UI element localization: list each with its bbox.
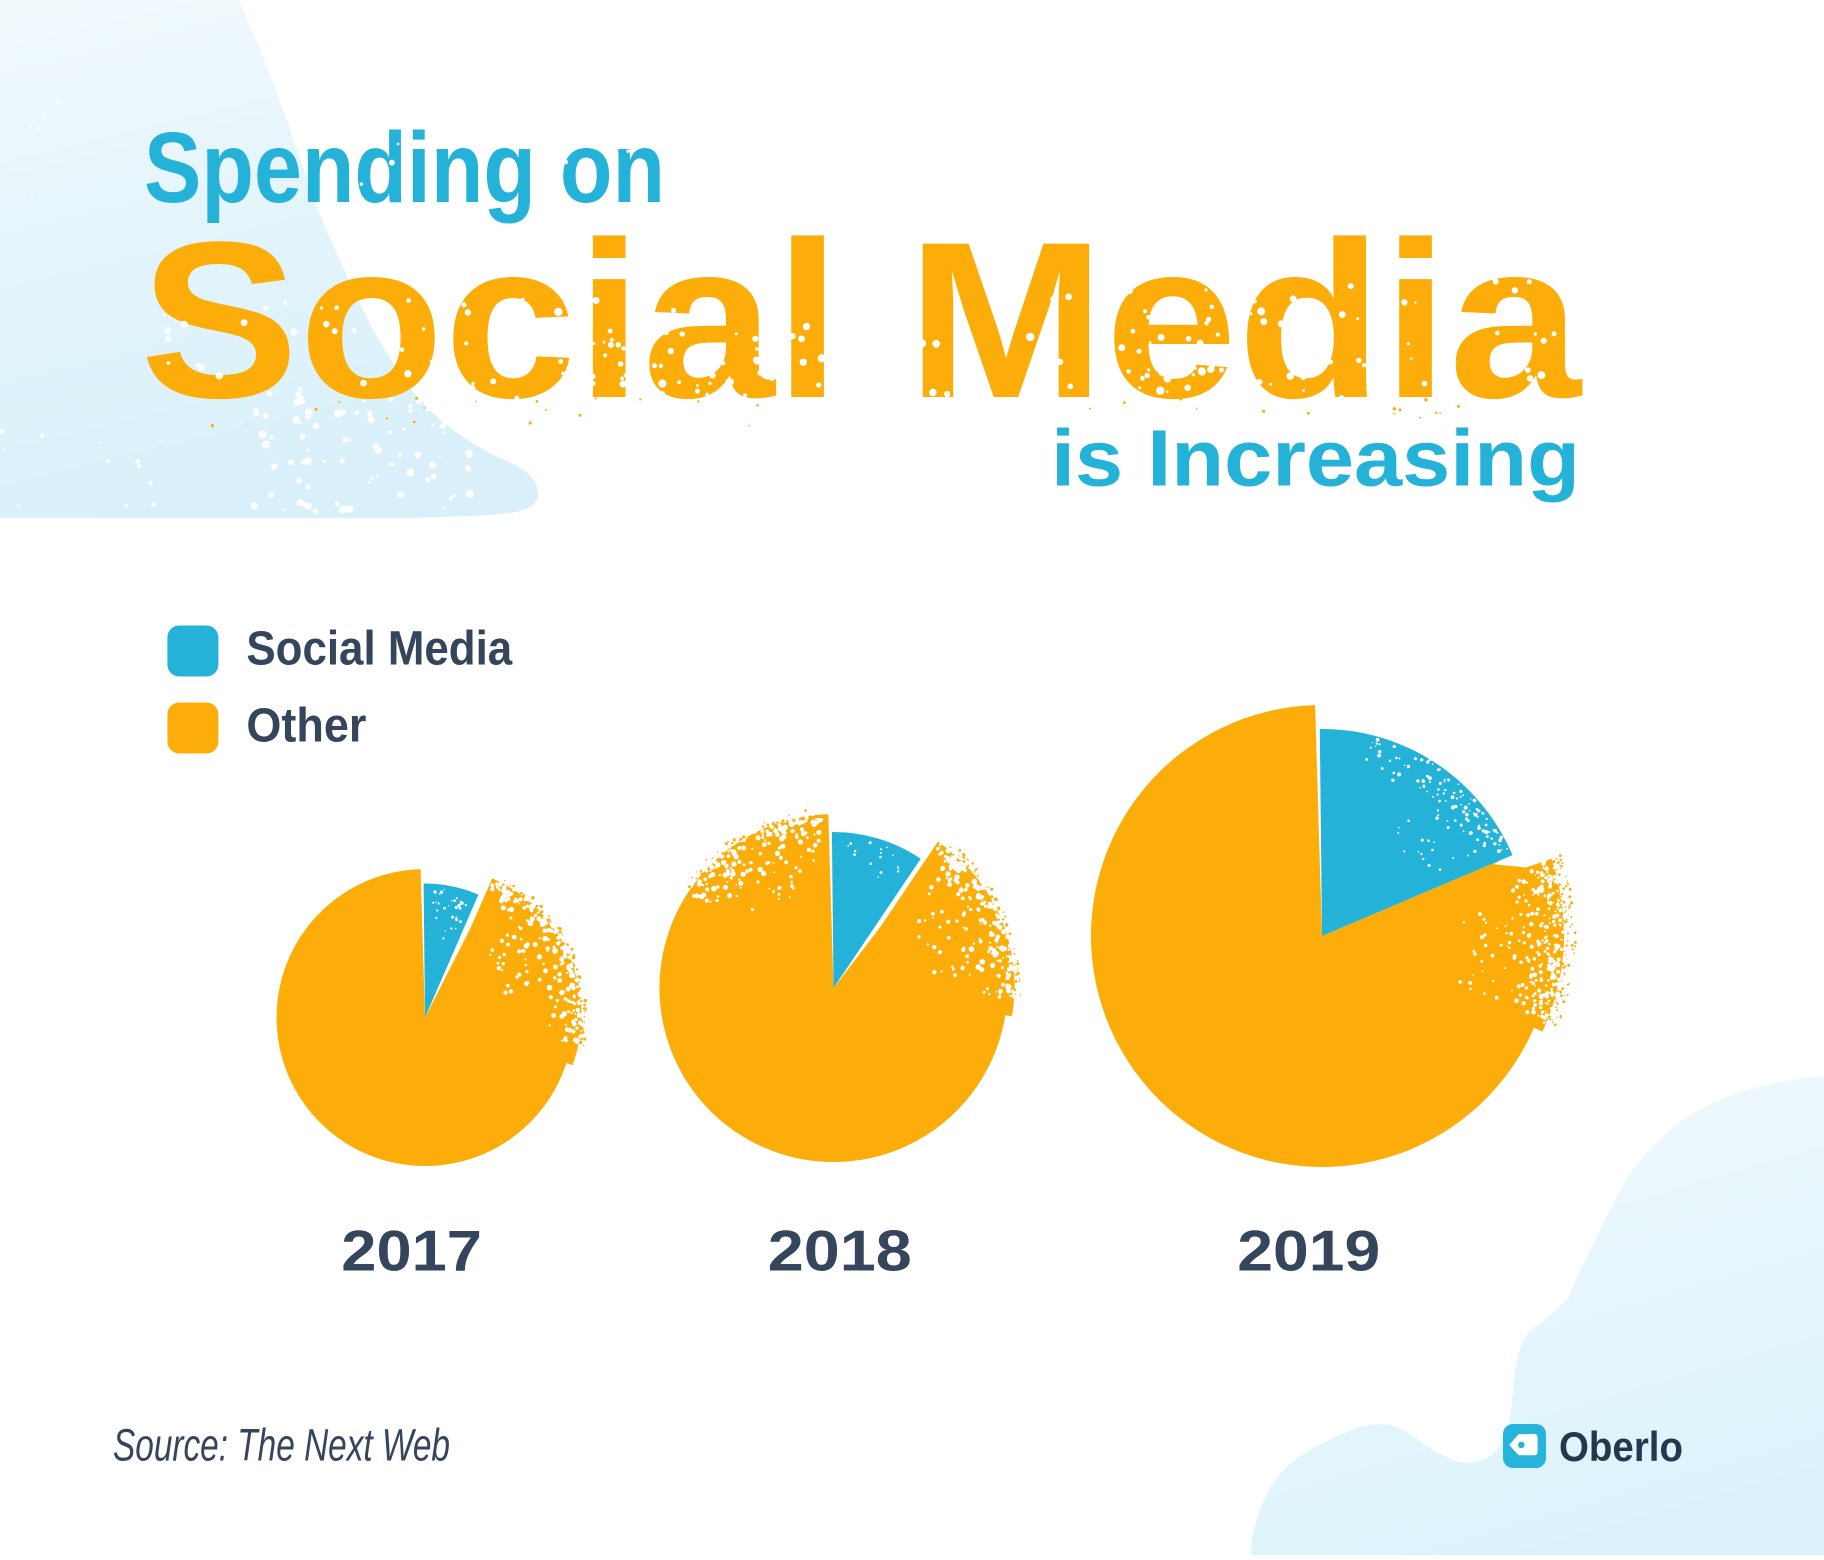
svg-text:2017: 2017	[341, 1220, 482, 1284]
svg-text:Social Media: Social Media	[140, 196, 1583, 445]
svg-text:2018: 2018	[768, 1220, 912, 1284]
svg-text:2019: 2019	[1237, 1220, 1380, 1284]
svg-text:Social Media: Social Media	[246, 623, 512, 676]
svg-text:Source: The Next Web: Source: The Next Web	[113, 1420, 450, 1471]
svg-text:Other: Other	[246, 700, 366, 753]
svg-text:Spending on: Spending on	[144, 112, 665, 224]
svg-text:Oberlo: Oberlo	[1559, 1423, 1683, 1470]
svg-text:is Increasing: is Increasing	[1051, 414, 1580, 503]
